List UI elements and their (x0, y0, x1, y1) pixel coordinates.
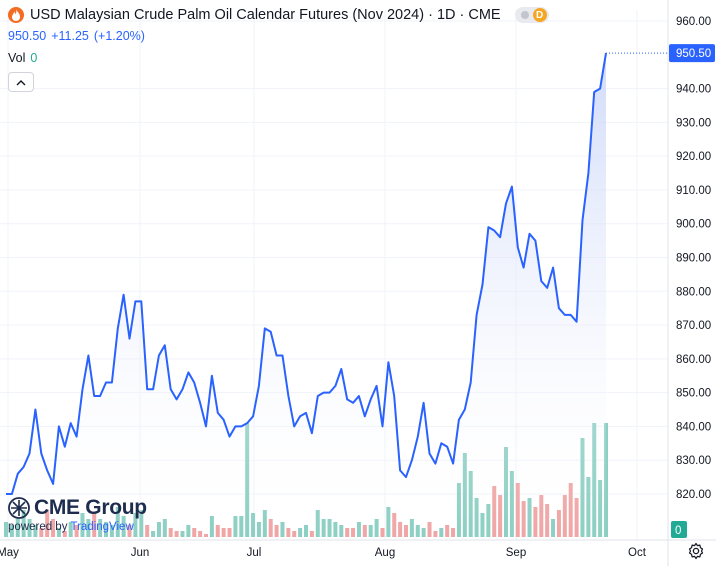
cme-brand-name: CME Group (34, 496, 147, 519)
price-axis[interactable]: 960.00 940.00 930.00 920.00 910.00 900.00 890.… (667, 0, 715, 566)
price-tick-label: 840.00 (676, 421, 711, 433)
symbol-title[interactable]: USD Malaysian Crude Palm Oil Calendar Fu… (30, 7, 501, 23)
price-tick-label: 920.00 (676, 151, 711, 163)
time-tick-label: May (0, 547, 19, 559)
price-tick-label: 860.00 (676, 354, 711, 366)
price-tick-label: 830.00 (676, 455, 711, 467)
cme-branding[interactable]: CME Group powered by TradingView (8, 496, 147, 533)
price-tick-label: 910.00 (676, 185, 711, 197)
price-tick-label: 930.00 (676, 117, 711, 129)
time-tick-label: Sep (506, 547, 526, 559)
price-tick-label: 900.00 (676, 219, 711, 231)
delayed-badge: D (532, 8, 547, 22)
powered-by: powered by TradingView (8, 521, 147, 533)
collapse-legend-button[interactable] (8, 72, 34, 92)
time-tick-label: Jun (131, 547, 150, 559)
price-area (6, 53, 606, 540)
time-tick-label: Aug (375, 547, 395, 559)
tradingview-link[interactable]: TradingView (70, 521, 134, 533)
price-tick-label: 850.00 (676, 388, 711, 400)
chevron-up-icon (16, 79, 26, 85)
cme-logo-icon (8, 497, 30, 519)
volume-tag-label: 0 (675, 525, 681, 537)
time-tick-label: Oct (628, 547, 647, 559)
volume-value: 0 (30, 51, 38, 65)
status-dot-icon (520, 11, 529, 19)
price-quote: 950.50 +11.25 (+1.20%) (8, 29, 145, 43)
market-status-badge[interactable]: D (514, 7, 549, 23)
price-tick-label: 880.00 (676, 286, 711, 298)
price-tick-label: 820.00 (676, 489, 711, 501)
volume-legend: Vol 0 (8, 51, 37, 65)
price-change: +11.25 (51, 29, 89, 43)
time-axis[interactable]: May Jun Jul Aug Sep Oct (0, 539, 716, 559)
chart-header: USD Malaysian Crude Palm Oil Calendar Fu… (8, 7, 549, 23)
settings-icon[interactable] (687, 542, 705, 560)
price-change-percent: (+1.20%) (93, 29, 145, 43)
powered-by-label: powered by (8, 521, 68, 533)
price-tick-label: 890.00 (676, 253, 711, 265)
volume-label: Vol (8, 51, 26, 65)
price-tick-label: 960.00 (676, 16, 711, 28)
price-tick-label: 940.00 (676, 84, 711, 96)
time-tick-label: Jul (247, 547, 262, 559)
last-price: 950.50 (8, 29, 47, 43)
last-price-tag-label: 950.50 (676, 48, 711, 60)
last-price-tag (669, 44, 715, 63)
volume-tag (671, 521, 687, 538)
price-line (6, 52, 607, 495)
fire-icon (8, 7, 24, 23)
price-tick-label: 870.00 (676, 320, 711, 332)
